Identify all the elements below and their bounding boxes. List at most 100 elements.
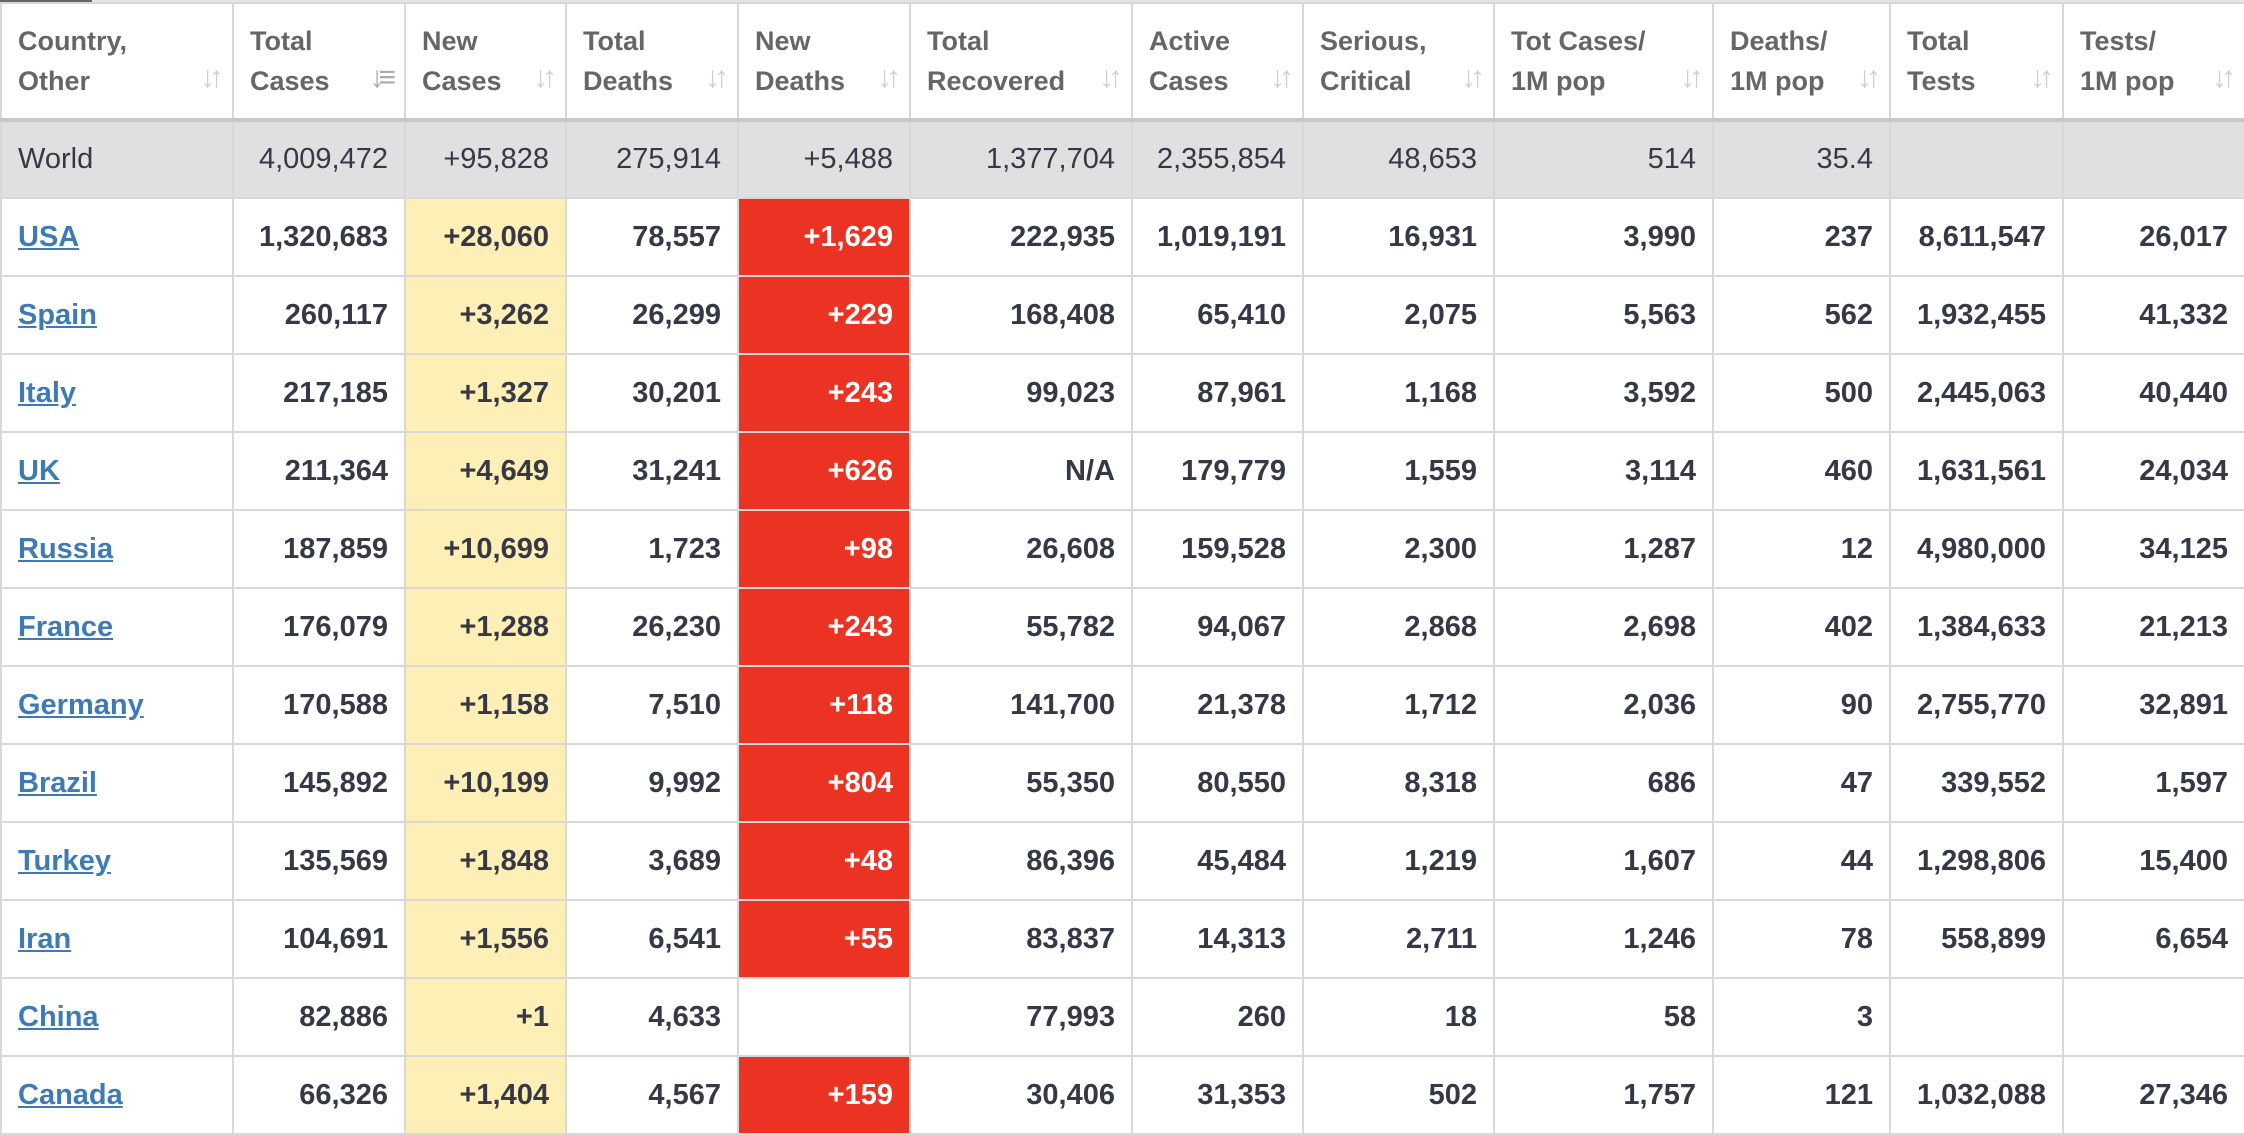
country-link[interactable]: Turkey — [18, 844, 111, 877]
cell-new-cases: +10,199 — [404, 743, 567, 823]
cell-active-cases: 2,355,854 — [1131, 118, 1304, 199]
cell-total-recovered: 99,023 — [909, 353, 1133, 433]
country-link[interactable]: France — [18, 610, 114, 643]
cell-total-deaths: 3,689 — [565, 821, 739, 901]
table-row: Germany 170,588 +1,158 7,510 +118 141,700 21,3… — [0, 665, 2244, 745]
header-label-line1: Total — [927, 26, 990, 56]
sort-icon[interactable]: ↓↑ — [877, 61, 901, 94]
cell-total-cases: 217,185 — [232, 353, 406, 433]
cell-deaths-per-1m: 47 — [1712, 743, 1891, 823]
header-label-line1: Total — [583, 26, 646, 56]
cell-total-recovered: 30,406 — [909, 1055, 1133, 1135]
sort-icon[interactable]: ↓↑ — [1099, 61, 1123, 94]
header-row: Country, Other ↓↑ Total Cases ↓≡ New Cases ↓↑ Tot… — [0, 2, 2244, 121]
cell-new-cases: +3,262 — [404, 275, 567, 355]
active-tab-indicator — [0, 0, 92, 4]
cell-new-deaths — [737, 977, 911, 1057]
cell-tests-per-1m — [2062, 118, 2244, 199]
cell-active-cases: 80,550 — [1131, 743, 1304, 823]
cell-country: UK — [0, 431, 234, 511]
column-header-deaths-per-1m[interactable]: Deaths/1M pop ↓↑ — [1712, 2, 1891, 121]
cell-country: Turkey — [0, 821, 234, 901]
header-label-line2: 1M pop — [1511, 66, 1606, 96]
column-header-serious-critical[interactable]: Serious, Critical ↓↑ — [1302, 2, 1495, 121]
header-label-line1: Deaths/ — [1730, 26, 1828, 56]
country-link[interactable]: Iran — [18, 922, 72, 955]
column-header-cases-per-1m[interactable]: Tot Cases/1M pop ↓↑ — [1493, 2, 1714, 121]
cell-total-cases: 4,009,472 — [232, 118, 406, 199]
table-row: Canada 66,326 +1,404 4,567 +159 30,406 31,353 5… — [0, 1055, 2244, 1135]
cell-active-cases: 159,528 — [1131, 509, 1304, 589]
cell-total-tests: 1,631,561 — [1889, 431, 2064, 511]
cell-serious-critical: 2,711 — [1302, 899, 1495, 979]
sort-icon[interactable]: ↓↑ — [200, 61, 224, 94]
column-header-total-recovered[interactable]: Total Recovered ↓↑ — [909, 2, 1133, 121]
top-border — [0, 0, 2244, 4]
cell-serious-critical: 16,931 — [1302, 197, 1495, 277]
cell-tests-per-1m: 15,400 — [2062, 821, 2244, 901]
country-link[interactable]: USA — [18, 220, 80, 253]
table-row: Russia 187,859 +10,699 1,723 +98 26,608 159,52… — [0, 509, 2244, 589]
cell-tests-per-1m: 6,654 — [2062, 899, 2244, 979]
sort-icon[interactable]: ↓↑ — [705, 61, 729, 94]
country-link[interactable]: Russia — [18, 532, 114, 565]
header-label-line2: Tests — [1907, 66, 1976, 96]
header-label-line2: 1M pop — [1730, 66, 1825, 96]
column-header-active-cases[interactable]: Active Cases ↓↑ — [1131, 2, 1304, 121]
cell-new-deaths: +159 — [737, 1055, 911, 1135]
sort-icon[interactable]: ↓↑ — [2030, 61, 2054, 94]
cell-total-recovered: 77,993 — [909, 977, 1133, 1057]
column-header-new-deaths[interactable]: New Deaths ↓↑ — [737, 2, 911, 121]
cell-total-tests: 558,899 — [1889, 899, 2064, 979]
cell-total-tests: 1,384,633 — [1889, 587, 2064, 667]
cell-cases-per-1m: 1,607 — [1493, 821, 1714, 901]
country-link[interactable]: Germany — [18, 688, 144, 721]
cell-total-tests — [1889, 977, 2064, 1057]
header-label-line2: Deaths — [755, 66, 846, 96]
cell-new-cases: +1,158 — [404, 665, 567, 745]
column-header-country[interactable]: Country, Other ↓↑ — [0, 2, 234, 121]
cell-deaths-per-1m: 44 — [1712, 821, 1891, 901]
sort-descending-icon[interactable]: ↓≡ — [369, 61, 395, 94]
cell-total-cases: 66,326 — [232, 1055, 406, 1135]
cell-total-tests — [1889, 118, 2064, 199]
sort-icon[interactable]: ↓↑ — [533, 61, 557, 94]
column-header-tests-per-1m[interactable]: Tests/1M pop ↓↑ — [2062, 2, 2244, 121]
cell-total-deaths: 1,723 — [565, 509, 739, 589]
sort-icon[interactable]: ↓↑ — [1270, 61, 1294, 94]
column-header-new-cases[interactable]: New Cases ↓↑ — [404, 2, 567, 121]
column-header-total-tests[interactable]: Total Tests ↓↑ — [1889, 2, 2064, 121]
cell-total-cases: 260,117 — [232, 275, 406, 355]
cell-new-deaths: +804 — [737, 743, 911, 823]
cell-new-deaths: +243 — [737, 587, 911, 667]
cell-serious-critical: 2,300 — [1302, 509, 1495, 589]
sort-icon[interactable]: ↓↑ — [1680, 61, 1704, 94]
sort-icon[interactable]: ↓↑ — [1461, 61, 1485, 94]
cell-total-recovered: 55,350 — [909, 743, 1133, 823]
table-row: Iran 104,691 +1,556 6,541 +55 83,837 14,313 2,7… — [0, 899, 2244, 979]
header-label-line2: Cases — [422, 66, 502, 96]
cell-tests-per-1m: 34,125 — [2062, 509, 2244, 589]
table-row: Turkey 135,569 +1,848 3,689 +48 86,396 45,484 1… — [0, 821, 2244, 901]
country-link[interactable]: Spain — [18, 298, 97, 331]
cell-tests-per-1m: 1,597 — [2062, 743, 2244, 823]
cell-total-cases: 170,588 — [232, 665, 406, 745]
cell-tests-per-1m: 27,346 — [2062, 1055, 2244, 1135]
country-link[interactable]: Italy — [18, 376, 77, 409]
sort-icon[interactable]: ↓↑ — [2212, 61, 2236, 94]
cell-total-tests: 1,298,806 — [1889, 821, 2064, 901]
sort-icon[interactable]: ↓↑ — [1857, 61, 1881, 94]
cell-total-cases: 145,892 — [232, 743, 406, 823]
cell-deaths-per-1m: 500 — [1712, 353, 1891, 433]
cell-total-cases: 135,569 — [232, 821, 406, 901]
country-link[interactable]: Brazil — [18, 766, 97, 799]
country-link[interactable]: UK — [18, 454, 60, 487]
cell-deaths-per-1m: 237 — [1712, 197, 1891, 277]
column-header-total-deaths[interactable]: Total Deaths ↓↑ — [565, 2, 739, 121]
country-link[interactable]: China — [18, 1000, 99, 1033]
cell-tests-per-1m: 32,891 — [2062, 665, 2244, 745]
column-header-total-cases[interactable]: Total Cases ↓≡ — [232, 2, 406, 121]
cell-total-deaths: 78,557 — [565, 197, 739, 277]
country-link[interactable]: Canada — [18, 1078, 123, 1111]
header-label-line1: Active — [1149, 26, 1231, 56]
